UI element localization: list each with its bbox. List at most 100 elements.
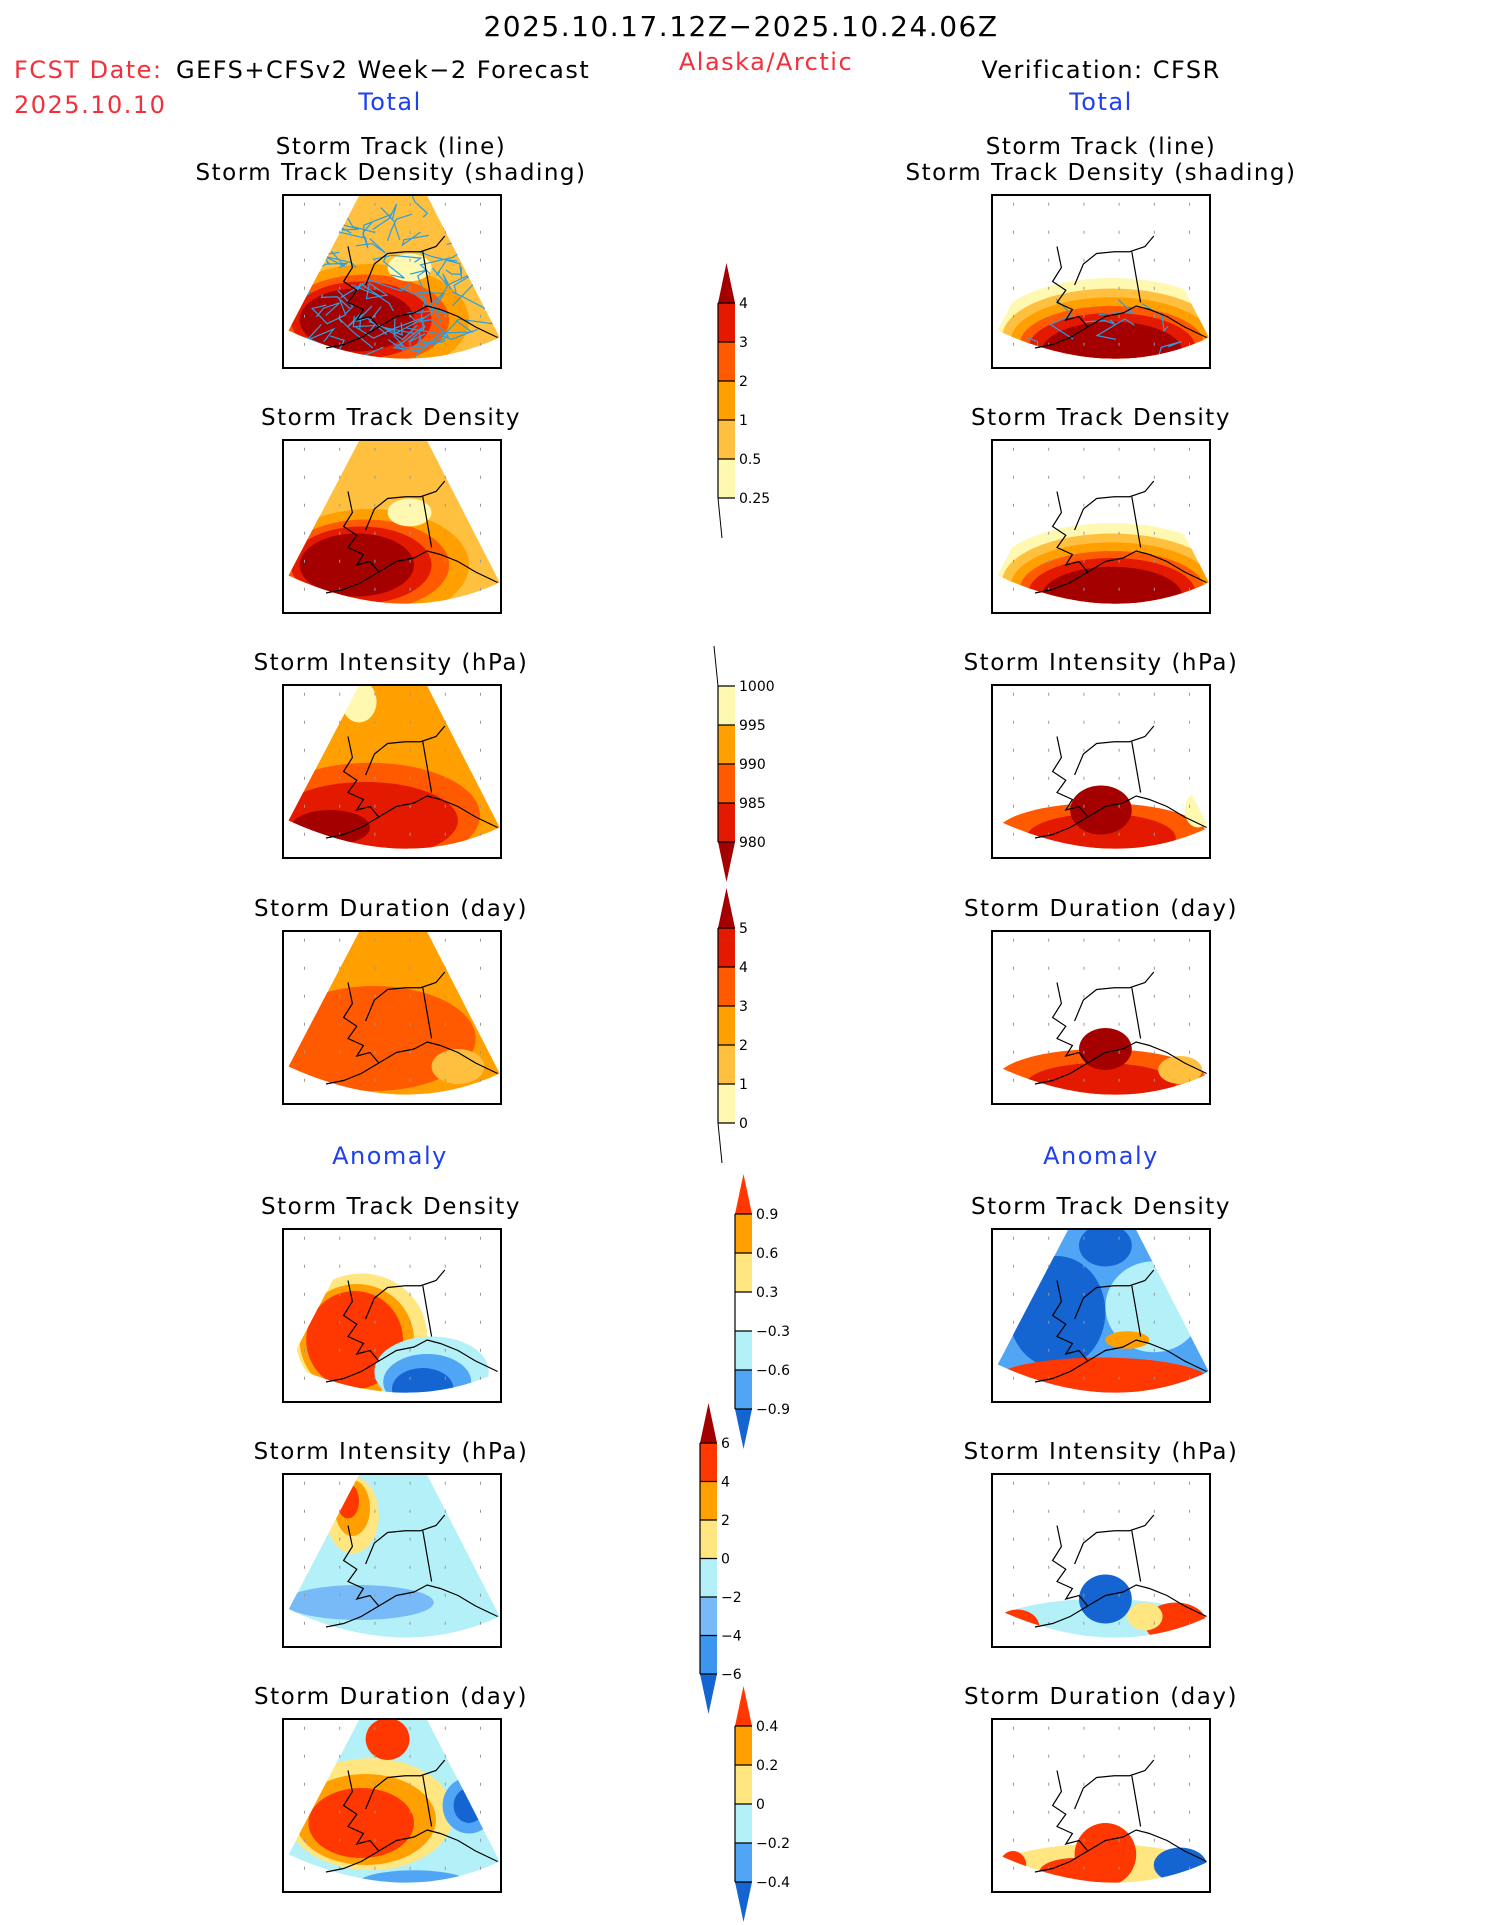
storm-track-line [352, 315, 376, 332]
colorbar-tick-label: 985 [739, 796, 766, 812]
graticule [304, 447, 481, 591]
left-total-label: Total [358, 88, 422, 116]
colorbar-tick-label: 990 [739, 757, 766, 773]
colorbar-segment [700, 1520, 717, 1559]
storm-track-line [406, 327, 478, 340]
colorbar-tick-label: 4 [739, 296, 748, 312]
storm-track-line [355, 238, 386, 254]
colorbar-tick-label: −0.9 [756, 1402, 790, 1418]
shading-contour [392, 1368, 454, 1393]
coastline [1034, 725, 1207, 839]
storm-track-line [442, 269, 481, 290]
shading-contour [1039, 1858, 1110, 1883]
colorbar-tick-label: 0.4 [756, 1719, 778, 1735]
shading-contour [431, 1049, 485, 1084]
graticule [1013, 938, 1190, 1082]
storm-track-line [398, 287, 427, 332]
colorbar-tick-label: 5 [739, 921, 748, 937]
coastline [325, 1514, 498, 1628]
panel-title: Storm Duration (day) [254, 896, 528, 922]
shading-contour [288, 986, 476, 1091]
storm-track-line [406, 310, 433, 321]
verification-label: Verification: CFSR [981, 56, 1221, 84]
storm-track-line [419, 319, 450, 346]
graticule [304, 1481, 481, 1625]
left-anomaly-label: Anomaly [332, 1142, 448, 1170]
colorbar-segment [735, 1292, 752, 1331]
storm-track-line [410, 269, 427, 289]
panel-frame [282, 930, 502, 1105]
coastline [325, 480, 498, 594]
panel-frame [991, 1473, 1211, 1648]
storm-track-line [362, 220, 374, 249]
fcst-date-label: FCST Date: [14, 56, 163, 84]
colorbar-tick-label: 0 [721, 1552, 730, 1568]
storm-track-line [445, 266, 463, 275]
colorbar-segment [735, 1804, 752, 1843]
panel-frame [991, 194, 1211, 369]
storm-track-line [429, 307, 449, 324]
panel-title: Storm Duration (day) [964, 896, 1238, 922]
map-panel [991, 194, 1211, 369]
map-panel [991, 439, 1211, 614]
panel-title: Storm Track Density (shading) [905, 160, 1297, 186]
panel-frame [282, 439, 502, 614]
colorbar-segment [718, 928, 735, 967]
storm-track-line [310, 304, 347, 325]
colorbar-duration-anom: −0.4 −0.2 0 0.2 0.4 [734, 1686, 790, 1922]
graticule [304, 202, 481, 346]
colorbar-tick-label: 4 [721, 1475, 730, 1491]
shading-contour [1079, 1574, 1132, 1624]
shading-contour [365, 1719, 410, 1760]
coastline [1034, 971, 1207, 1085]
right-total-label: Total [1069, 88, 1133, 116]
panel-title: Storm Track Density [971, 1194, 1231, 1220]
colorbar-tick-label: −0.4 [756, 1875, 790, 1891]
colorbar-segment [718, 764, 735, 803]
storm-track-line [333, 213, 392, 239]
colorbar-tick-label: −0.6 [756, 1363, 790, 1379]
storm-track-line [417, 334, 427, 346]
colorbar-segment [718, 686, 735, 725]
storm-track-line [320, 294, 350, 309]
shading-contour [1008, 1256, 1106, 1368]
storm-track-line [355, 316, 425, 339]
shading-contour [453, 1788, 485, 1823]
map-panel [282, 1228, 502, 1403]
panel-frame [991, 1228, 1211, 1403]
colorbar-segment [718, 1084, 735, 1123]
storm-track-line [1084, 319, 1116, 325]
map-panel [991, 930, 1211, 1105]
panel-frame [991, 930, 1211, 1105]
colorbar-under-triangle [735, 1409, 752, 1449]
colorbar-density-anom: −0.9 −0.6 −0.3 0.3 0.6 0.9 [734, 1174, 790, 1449]
panel-title: Storm Track Density [261, 1194, 521, 1220]
fcst-model: GEFS+CFSv2 Week−2 Forecast [176, 56, 591, 84]
colorbar-tick-label: 0.3 [756, 1285, 778, 1301]
colorbar-over-triangle [700, 1403, 717, 1443]
storm-track-line [356, 305, 388, 335]
coastline [325, 235, 498, 349]
panel-title: Storm Track Density [971, 405, 1231, 431]
colorbar-segment [735, 1370, 752, 1409]
colorbar-tick-label: 1 [739, 413, 748, 429]
coastline [1034, 1514, 1207, 1628]
colorbar-segment [700, 1597, 717, 1636]
colorbar-over-triangle [718, 888, 735, 928]
colorbar-under-triangle [700, 1674, 717, 1714]
colorbar-tick-label: 3 [739, 999, 748, 1015]
panel-frame [282, 1228, 502, 1403]
colorbar-intensity-anom: −6 −4 −2 0 2 4 6 [699, 1403, 742, 1714]
storm-track-line [401, 231, 429, 247]
graticule [304, 692, 481, 836]
colorbar-segment [700, 1443, 717, 1482]
shading-contour [356, 1870, 472, 1883]
panel-frame [282, 1718, 502, 1893]
coastline [325, 725, 498, 839]
panel-frame [991, 684, 1211, 859]
storm-track-line [351, 284, 394, 312]
colorbar-tick-label: −0.2 [756, 1836, 790, 1852]
panel-title: Storm Track Density [261, 405, 521, 431]
colorbar-segment [718, 303, 735, 342]
storm-track-line [406, 195, 429, 218]
